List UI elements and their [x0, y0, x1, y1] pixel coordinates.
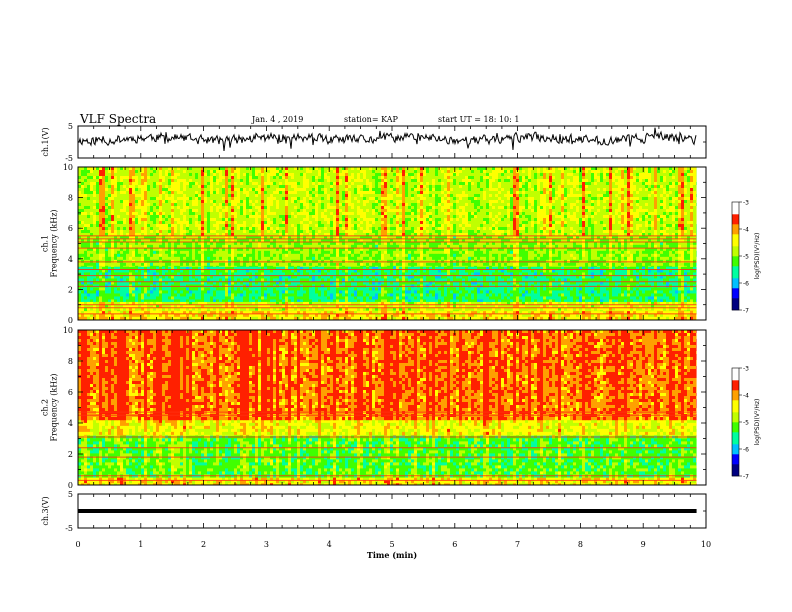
ch1-spectrogram-panel: 0246810ch.1Frequency (kHz)	[41, 163, 707, 325]
series-line	[78, 128, 696, 151]
y-axis-label: ch.1(V)	[41, 127, 50, 156]
y-tick-label: 5	[68, 122, 73, 131]
y-tick-label: -5	[65, 154, 73, 163]
ch1-waveform-panel: 5 -5 ch.1(V)	[41, 122, 706, 163]
vlf-spectra-figure: 5-5ch.1(V) 0246810ch.1Frequency (kHz) 02…	[0, 0, 792, 612]
